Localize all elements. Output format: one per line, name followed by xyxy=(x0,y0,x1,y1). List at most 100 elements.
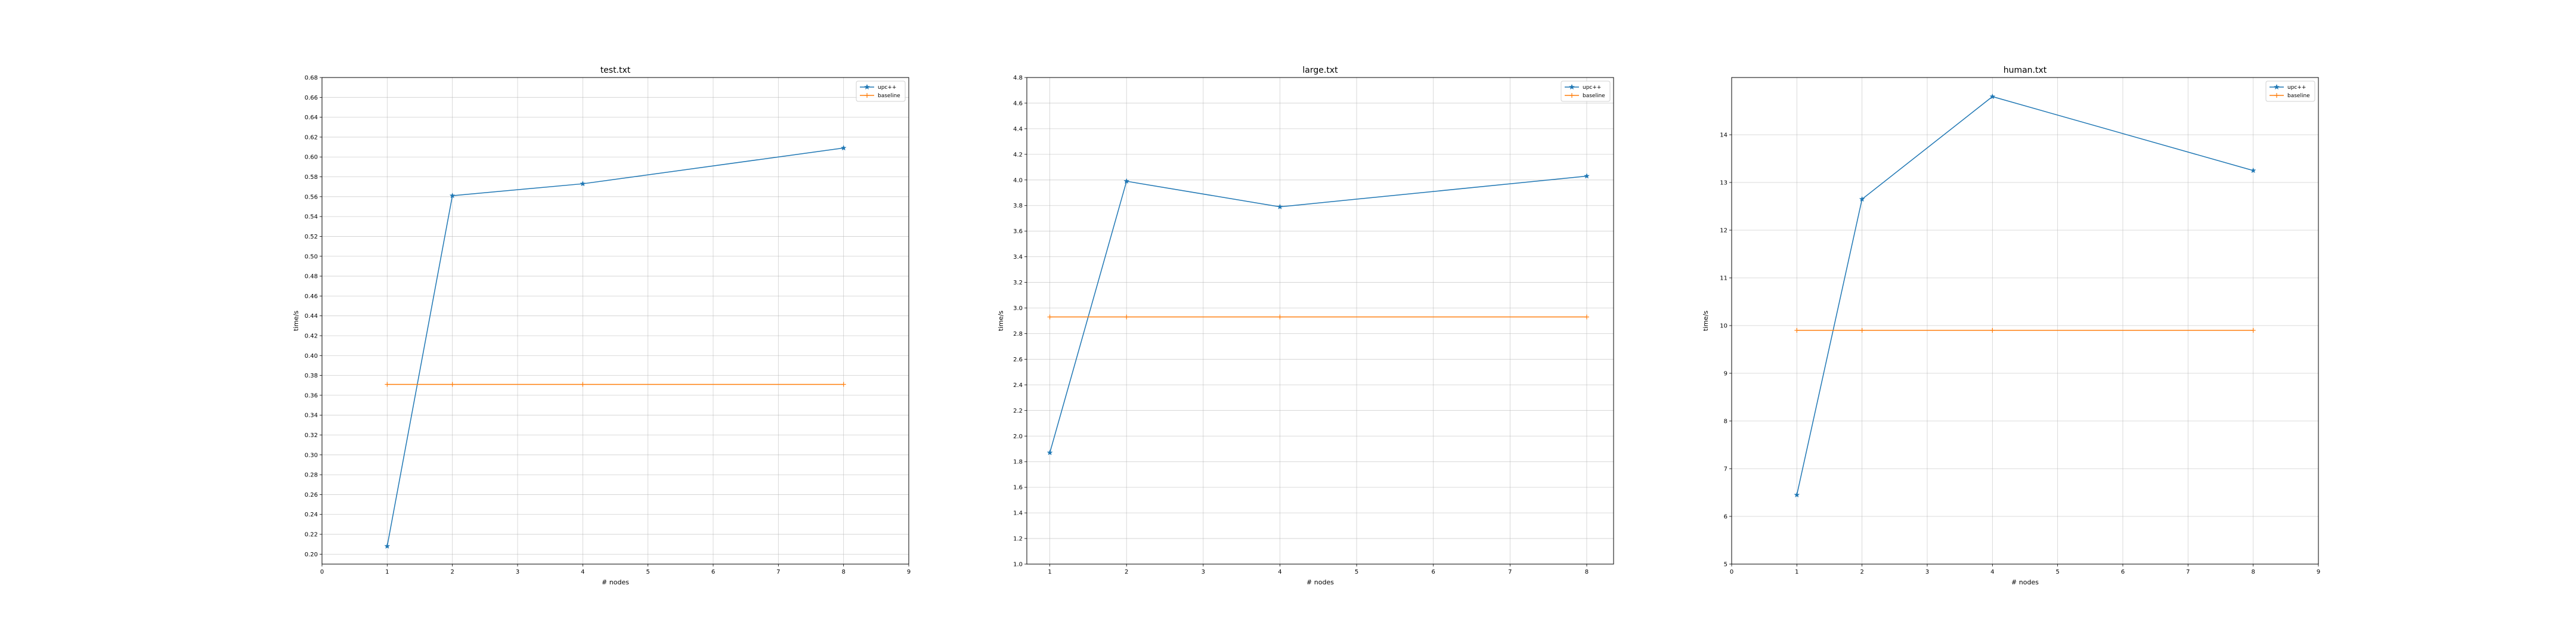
y-tick-label: 0.40 xyxy=(305,353,318,360)
x-tick-label: 4 xyxy=(1990,569,1994,575)
y-tick-label: 0.38 xyxy=(305,373,318,379)
legend-entry-baseline: baseline xyxy=(1583,93,1605,99)
y-tick-label: 4.2 xyxy=(1013,151,1023,158)
x-tick-label: 3 xyxy=(1925,569,1929,575)
x-tick-label: 1 xyxy=(385,569,389,575)
data-point-baseline xyxy=(1794,328,1800,333)
x-tick-label: 8 xyxy=(841,569,845,575)
y-tick-label: 3.0 xyxy=(1013,305,1023,312)
y-tick-label: 0.22 xyxy=(305,532,318,538)
y-tick-label: 0.54 xyxy=(305,214,318,221)
y-tick-label: 11 xyxy=(1720,275,1727,282)
y-axis-label: time/s xyxy=(1702,311,1710,332)
data-point-baseline xyxy=(1277,314,1283,320)
y-tick-label: 2.8 xyxy=(1013,331,1023,338)
y-tick-label: 0.44 xyxy=(305,313,318,320)
y-tick-label: 0.24 xyxy=(305,512,318,518)
y-tick-label: 0.52 xyxy=(305,234,318,240)
y-tick-label: 0.62 xyxy=(305,134,318,141)
y-tick-label: 0.50 xyxy=(305,253,318,260)
data-point-upc++ xyxy=(449,193,456,199)
legend-marker-baseline xyxy=(865,93,869,98)
data-point-upc++ xyxy=(1794,491,1800,498)
y-tick-label: 2.6 xyxy=(1013,357,1023,363)
y-tick-label: 0.20 xyxy=(305,552,318,558)
data-point-baseline xyxy=(1990,328,1995,333)
x-axis-label: # nodes xyxy=(1306,578,1334,586)
x-tick-label: 9 xyxy=(907,569,911,575)
chart-1: 0 1 2 3 4 5 6 7 8 9 0.20 0.22 0.24 0.26 0.28 0.30 0.32 0.… xyxy=(292,66,911,586)
y-tick-label: 2.0 xyxy=(1013,434,1023,440)
y-tick-label: 0.46 xyxy=(305,293,318,300)
x-tick-label: 6 xyxy=(1432,569,1435,575)
data-point-upc++ xyxy=(1989,93,1996,100)
x-tick-label: 5 xyxy=(1355,569,1358,575)
y-tick-label: 0.28 xyxy=(305,472,318,479)
x-tick-label: 8 xyxy=(1585,569,1589,575)
x-tick-label: 7 xyxy=(1508,569,1512,575)
y-tick-label: 3.4 xyxy=(1013,254,1023,261)
data-point-baseline xyxy=(841,382,846,387)
plot-frame xyxy=(1731,77,2319,565)
y-tick-label: 12 xyxy=(1720,228,1727,234)
x-tick-label: 7 xyxy=(776,569,780,575)
data-point-upc++ xyxy=(1859,196,1865,202)
data-point-upc++ xyxy=(1123,178,1130,184)
x-tick-label: 1 xyxy=(1048,569,1051,575)
y-tick-label: 0.68 xyxy=(305,75,318,82)
x-tick-label: 2 xyxy=(1125,569,1128,575)
y-tick-label: 7 xyxy=(1724,466,1727,473)
legend-marker-upc++ xyxy=(2274,83,2280,90)
legend: upc++ baseline xyxy=(856,80,906,102)
legend-marker-baseline xyxy=(1569,93,1574,98)
x-tick-label: 4 xyxy=(581,569,584,575)
data-point-upc++ xyxy=(384,543,391,549)
legend-entry-upc++: upc++ xyxy=(1583,85,1601,91)
y-tick-label: 1.6 xyxy=(1013,485,1023,491)
data-point-upc++ xyxy=(1046,450,1053,456)
x-tick-label: 0 xyxy=(1730,569,1733,575)
y-tick-label: 0.26 xyxy=(305,492,318,499)
y-axis-label: time/s xyxy=(292,311,300,332)
y-axis-label: time/s xyxy=(997,311,1005,332)
x-tick-label: 0 xyxy=(320,569,324,575)
x-axis-label: # nodes xyxy=(2011,578,2039,586)
data-point-baseline xyxy=(450,382,455,387)
y-tick-label: 0.30 xyxy=(305,452,318,459)
x-tick-label: 2 xyxy=(1860,569,1863,575)
x-tick-label: 1 xyxy=(1795,569,1798,575)
data-point-baseline xyxy=(580,382,586,387)
x-tick-label: 9 xyxy=(2317,569,2320,575)
y-tick-label: 1.2 xyxy=(1013,536,1023,543)
y-tick-label: 0.66 xyxy=(305,95,318,101)
x-tick-label: 2 xyxy=(450,569,454,575)
y-tick-label: 4.0 xyxy=(1013,177,1023,184)
y-tick-label: 2.2 xyxy=(1013,408,1023,414)
plot-frame xyxy=(321,77,909,565)
data-point-baseline xyxy=(1124,314,1129,320)
y-tick-label: 9 xyxy=(1724,371,1727,377)
y-tick-label: 1.8 xyxy=(1013,459,1023,466)
chart-title: human.txt xyxy=(2004,66,2047,75)
y-tick-label: 0.56 xyxy=(305,194,318,200)
x-tick-label: 5 xyxy=(2055,569,2059,575)
series-line-upc++ xyxy=(1049,175,1587,453)
data-point-baseline xyxy=(1859,328,1865,333)
y-tick-label: 0.58 xyxy=(305,174,318,181)
y-tick-label: 0.36 xyxy=(305,392,318,399)
data-point-baseline xyxy=(1047,314,1052,320)
x-axis-label: # nodes xyxy=(602,578,629,586)
legend-marker-upc++ xyxy=(1569,83,1575,90)
y-tick-label: 0.42 xyxy=(305,333,318,339)
data-point-upc++ xyxy=(1277,203,1283,209)
data-point-upc++ xyxy=(840,145,847,151)
plot-frame xyxy=(1026,77,1614,565)
chart-2: 1 2 3 4 5 6 7 8 1.0 1.2 1.4 1.6 1.8 2.0 2.2 2.4 2.6 2.8 3.… xyxy=(997,66,1614,586)
x-tick-label: 7 xyxy=(2186,569,2190,575)
data-point-baseline xyxy=(1584,314,1589,320)
y-tick-label: 4.6 xyxy=(1013,100,1023,107)
y-tick-label: 1.4 xyxy=(1013,510,1023,517)
x-tick-label: 4 xyxy=(1278,569,1281,575)
